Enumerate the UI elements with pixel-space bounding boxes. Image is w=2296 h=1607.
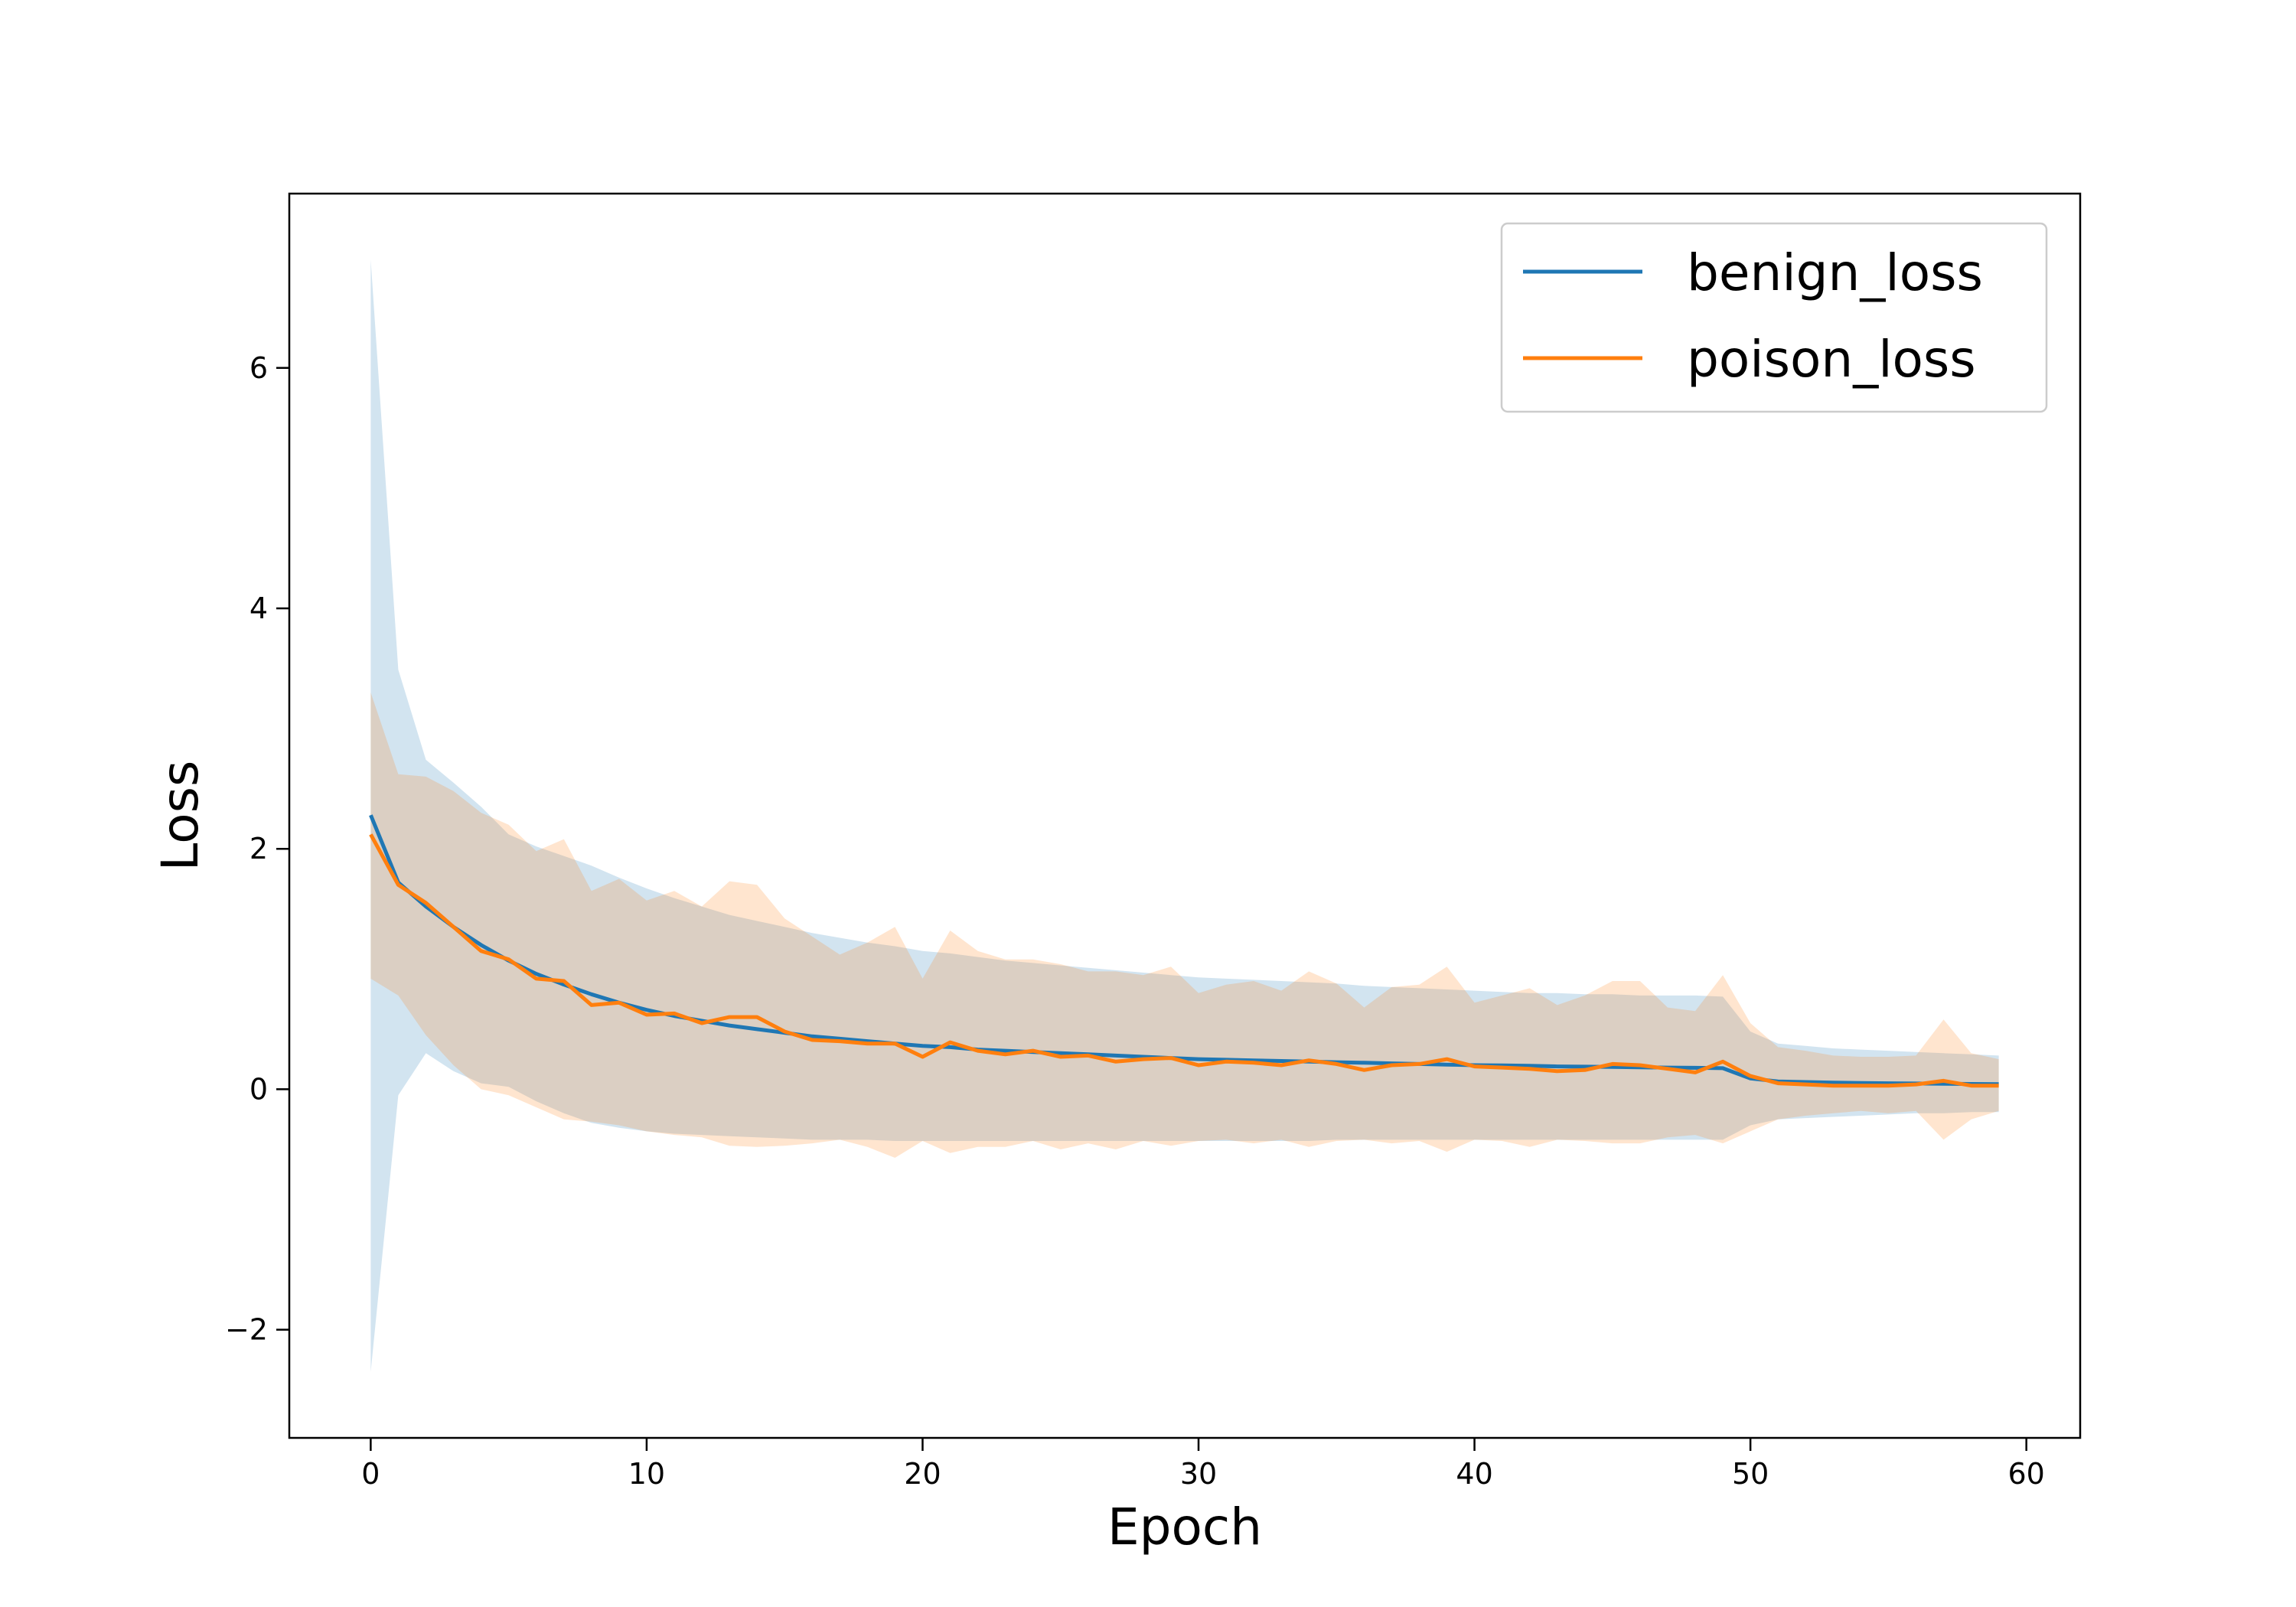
y-tick-label: −2 — [225, 1313, 268, 1347]
x-tick-label: 10 — [628, 1457, 665, 1491]
x-axis-ticks: 0 10 20 30 40 50 60 — [361, 1438, 2045, 1491]
line-poison-loss — [369, 833, 1999, 1088]
x-tick-label: 60 — [2008, 1457, 2045, 1491]
x-tick-label: 40 — [1456, 1457, 1492, 1491]
y-axis-ticks: −2 0 2 4 6 — [225, 351, 289, 1347]
confidence-bands — [370, 259, 1999, 1372]
band-benign-loss — [370, 259, 1999, 1372]
y-tick-label: 0 — [249, 1072, 268, 1106]
x-tick-label: 50 — [1732, 1457, 1769, 1491]
y-tick-label: 4 — [249, 592, 268, 625]
y-tick-label: 2 — [249, 832, 268, 865]
legend-label-poison-loss: poison_loss — [1687, 330, 1976, 389]
x-tick-label: 30 — [1180, 1457, 1217, 1491]
legend-label-benign-loss: benign_loss — [1687, 243, 1983, 302]
y-tick-label: 6 — [249, 351, 268, 385]
series-lines — [369, 814, 1999, 1088]
line-benign-loss — [369, 814, 1999, 1087]
plot-frame — [288, 192, 2082, 1439]
legend: benign_loss poison_loss — [1500, 222, 2048, 413]
y-axis-label: Loss — [151, 761, 210, 872]
band-poison-loss — [370, 693, 1999, 1158]
x-tick-label: 20 — [904, 1457, 941, 1491]
x-axis-label: Epoch — [1107, 1498, 1262, 1556]
x-tick-label: 0 — [361, 1457, 380, 1491]
